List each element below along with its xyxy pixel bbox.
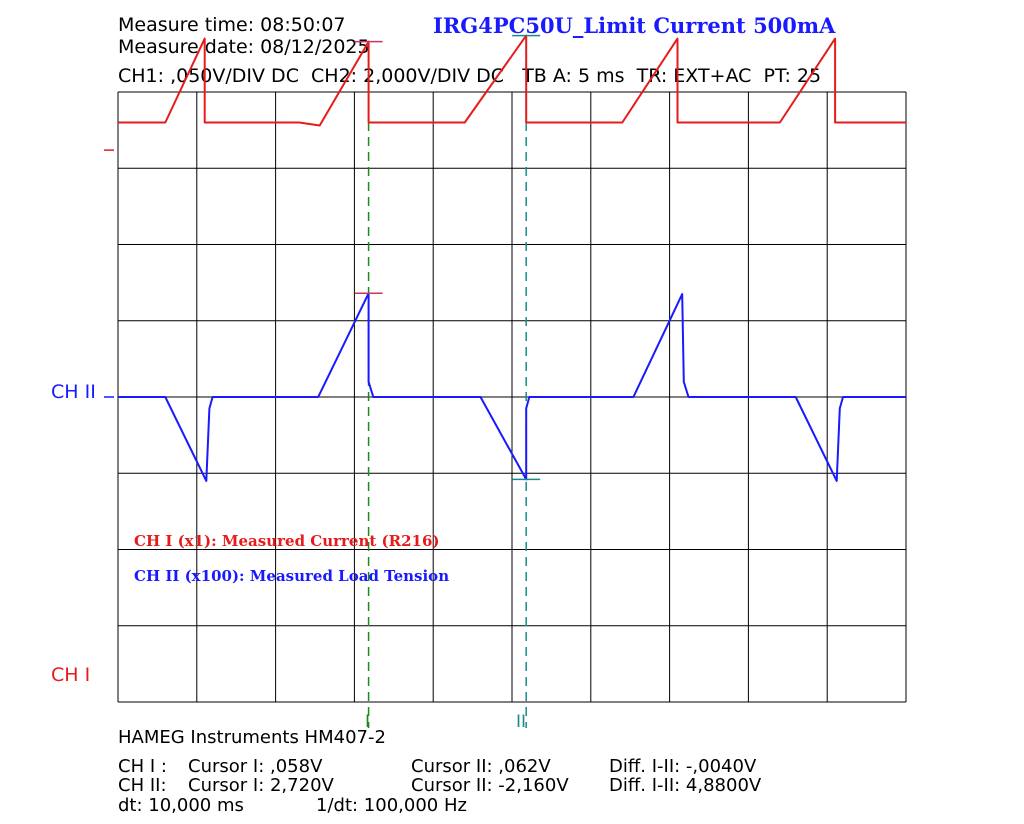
ch2-label: CH II (51, 381, 96, 403)
legend-ch2: CH II (x100): Measured Load Tension (134, 567, 449, 585)
legend-ch1: CH I (x1): Measured Current (R216) (134, 532, 440, 550)
ch2-readout-name: CH II: (118, 775, 167, 796)
ch1-label: CH I (51, 664, 90, 686)
ch1-diff-readout: Diff. I-II: -,0040V (609, 756, 757, 777)
ch1-trace (118, 34, 906, 127)
ch1-cursor1-readout: Cursor I: ,058V (188, 756, 323, 777)
traces (118, 34, 906, 482)
measure-time: Measure time: 08:50:07 (118, 14, 346, 36)
cursor-1-label: I (365, 712, 370, 732)
cursor-lines (367, 92, 527, 728)
chart-title: IRG4PC50U_Limit Current 500mA (433, 13, 836, 38)
ch2-cursor2-readout: Cursor II: -2,160V (411, 775, 569, 796)
dt-readout: dt: 10,000 ms (118, 795, 244, 816)
ch1-cursor2-readout: Cursor II: ,062V (411, 756, 551, 777)
cursor-markers (104, 34, 541, 481)
scope-settings: CH1: ,050V/DIV DC CH2: 2,000V/DIV DC TB … (118, 65, 822, 87)
ch2-cursor1-readout: Cursor I: 2,720V (188, 775, 334, 796)
ch2-diff-readout: Diff. I-II: 4,8800V (609, 775, 762, 796)
measure-date: Measure date: 08/12/2025 (118, 36, 370, 58)
cursor-2-label: II (516, 712, 526, 732)
ch2-trace (118, 292, 906, 482)
inv-dt-readout: 1/dt: 100,000 Hz (316, 795, 467, 816)
ch1-readout-name: CH I : (118, 756, 167, 777)
brand-label: HAMEG Instruments HM407-2 (118, 727, 386, 748)
